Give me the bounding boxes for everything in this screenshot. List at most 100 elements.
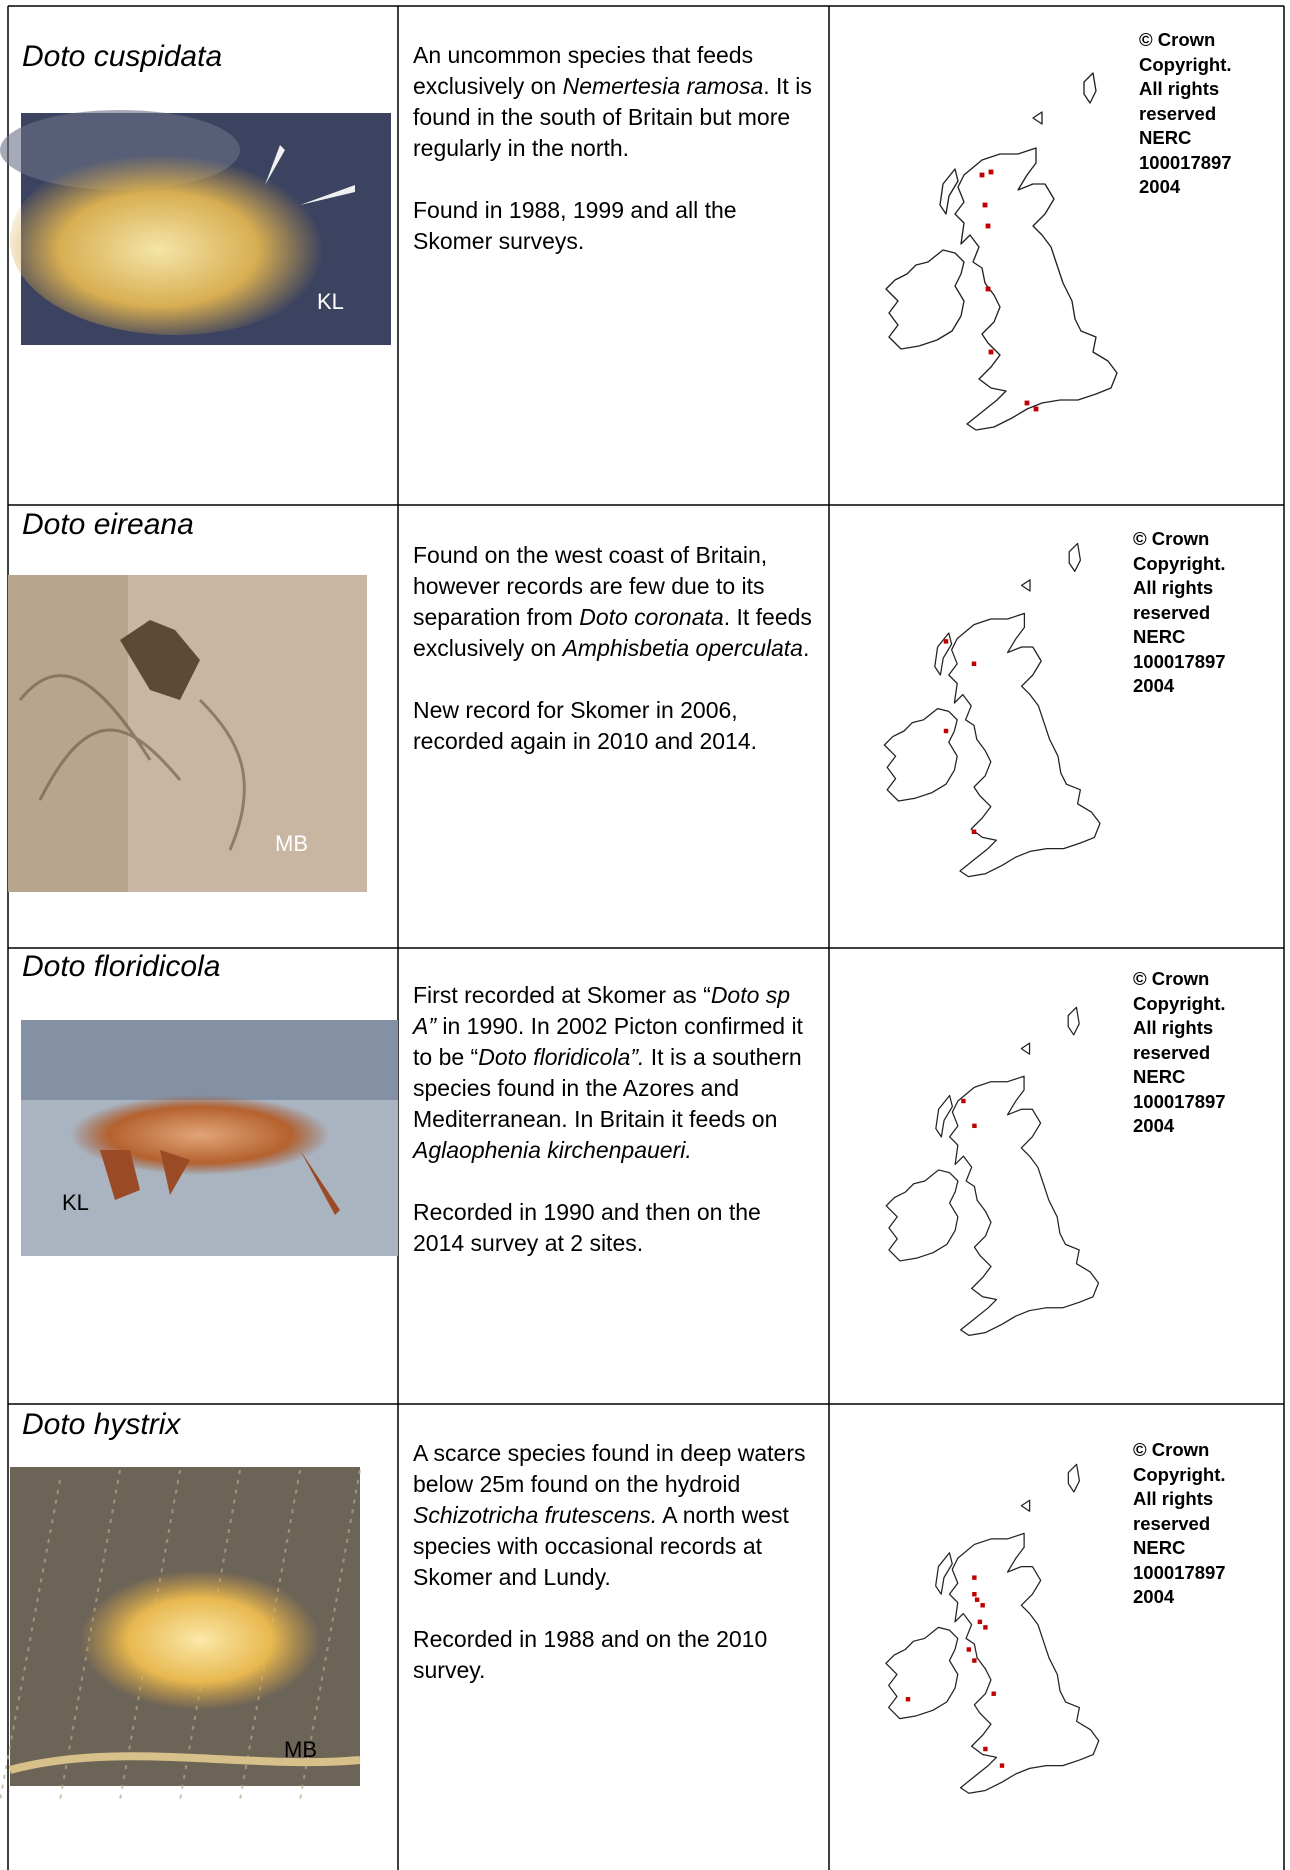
record-dot xyxy=(972,1592,977,1597)
record-dot xyxy=(943,728,949,734)
record-dot xyxy=(961,1098,966,1104)
paragraph: Found on the west coast of Britain, howe… xyxy=(413,540,818,664)
distribution-map xyxy=(885,72,1118,431)
record-dot xyxy=(991,1691,996,1696)
record-dot xyxy=(988,169,994,175)
paragraph: New record for Skomer in 2006, recorded … xyxy=(413,695,818,757)
copyright-line: NERC xyxy=(1133,1066,1186,1087)
copyright-line: All rights xyxy=(1133,1488,1214,1509)
paragraph: Recorded in 1988 and on the 2010 survey. xyxy=(413,1624,818,1686)
photo-credit: KL xyxy=(317,289,344,314)
record-dot xyxy=(972,1575,977,1580)
record-dot xyxy=(971,829,977,835)
copyright-line: © Crown xyxy=(1139,29,1216,50)
record-dot xyxy=(983,1625,988,1630)
text-run: An uncommon species that feeds exclusive… xyxy=(413,42,754,99)
text-run: . It feeds exclusively on xyxy=(413,604,812,661)
distribution-map xyxy=(885,1463,1100,1794)
map-outline xyxy=(885,72,1118,431)
table-borders xyxy=(7,5,1285,1870)
copyright-line: reserved xyxy=(1133,601,1211,623)
text-run: Amphisbetia operculata xyxy=(562,635,803,661)
text-run: A scarce species found in deep waters be… xyxy=(413,1440,806,1497)
description: A scarce species found in deep waters be… xyxy=(413,1438,818,1717)
copyright-line: © Crown xyxy=(1133,968,1210,989)
paragraph: First recorded at Skomer as “Doto sp A” … xyxy=(413,980,818,1166)
record-dot xyxy=(974,1597,980,1602)
text-run: A north west species with occasional rec… xyxy=(413,1502,789,1590)
text-run: Nemertesia ramosa xyxy=(562,73,764,99)
record-dot xyxy=(983,1746,988,1752)
text-run: First recorded at Skomer as “ xyxy=(413,982,711,1008)
copyright-line: Copyright. xyxy=(1139,53,1232,75)
distribution-map xyxy=(883,542,1101,878)
text-run: Aglaophenia kirchenpaueri. xyxy=(413,1137,692,1163)
copyright: © Crown Copyright. All rights reserved NERC 1… xyxy=(1133,967,1226,1139)
record-dot xyxy=(982,202,988,208)
text-run: Doto floridicola”. xyxy=(478,1044,645,1070)
record-dot xyxy=(972,1658,977,1663)
copyright-line: All rights xyxy=(1133,1017,1214,1038)
text-run: Recorded in 1990 and then on the 2014 su… xyxy=(413,1199,761,1256)
paragraph: An uncommon species that feeds exclusive… xyxy=(413,40,818,164)
description: An uncommon species that feeds exclusive… xyxy=(413,40,818,288)
photo-3 xyxy=(21,1020,398,1256)
copyright-line: 100017897 xyxy=(1133,1561,1226,1583)
text-run: Doto sp A” xyxy=(413,982,791,1039)
photo-credit: MB xyxy=(275,831,308,856)
record-dot xyxy=(988,349,994,355)
text-run: New record for Skomer in 2006, recorded … xyxy=(413,697,758,754)
copyright-line: reserved xyxy=(1139,102,1217,124)
copyright-line: NERC xyxy=(1139,127,1192,148)
photo-2 xyxy=(8,575,367,892)
text-run: Found on the west coast of Britain, howe… xyxy=(413,542,768,630)
record-dot xyxy=(1024,400,1030,406)
species-name: Doto cuspidata xyxy=(22,40,223,73)
text-run: in 1990. In 2002 Picton confirmed it to … xyxy=(413,1013,803,1070)
record-dot xyxy=(985,223,991,229)
distribution-map xyxy=(885,1006,1100,1336)
species-name: Doto hystrix xyxy=(22,1408,181,1441)
photo-4 xyxy=(0,1467,361,1801)
record-dot xyxy=(943,639,949,644)
paragraph: A scarce species found in deep waters be… xyxy=(413,1438,818,1593)
copyright-line: 100017897 xyxy=(1133,650,1226,672)
map-outline xyxy=(883,542,1101,878)
copyright-line: reserved xyxy=(1133,1041,1211,1063)
species-name: Doto eireana xyxy=(22,508,194,541)
photo-credit: MB xyxy=(284,1737,317,1762)
record-dot xyxy=(971,661,977,667)
description: Found on the west coast of Britain, howe… xyxy=(413,540,818,788)
description: First recorded at Skomer as “Doto sp A” … xyxy=(413,980,818,1290)
record-dot xyxy=(980,1603,985,1608)
copyright-line: Copyright. xyxy=(1133,1463,1226,1485)
record-dot xyxy=(966,1647,972,1652)
text-run: Schizotricha frutescens. xyxy=(413,1502,658,1528)
map-outline xyxy=(885,1006,1100,1336)
photo-credit: KL xyxy=(62,1190,89,1215)
map-outline xyxy=(885,1463,1100,1794)
copyright-line: All rights xyxy=(1139,78,1220,99)
record-dot xyxy=(979,172,985,178)
text-run: . xyxy=(802,635,810,661)
text-run: Found in 1988, 1999 and all the Skomer s… xyxy=(413,197,737,254)
paragraph: Found in 1988, 1999 and all the Skomer s… xyxy=(413,195,818,257)
record-dot xyxy=(999,1763,1005,1768)
copyright-line: © Crown xyxy=(1133,1439,1210,1460)
copyright-line: Copyright. xyxy=(1133,992,1226,1014)
copyright-line: 2004 xyxy=(1133,675,1175,696)
copyright-line: 2004 xyxy=(1139,176,1181,197)
photo-1 xyxy=(0,110,391,345)
text-run: It is a southern species found in the Az… xyxy=(413,1044,802,1132)
text-run: Doto coronata xyxy=(579,604,724,630)
paragraph: Recorded in 1990 and then on the 2014 su… xyxy=(413,1197,818,1259)
record-dot xyxy=(977,1619,983,1625)
text-run: Recorded in 1988 and on the 2010 survey. xyxy=(413,1626,768,1683)
copyright: © Crown Copyright. All rights reserved NERC 1… xyxy=(1133,1438,1226,1610)
copyright-line: 100017897 xyxy=(1133,1090,1226,1112)
copyright: © Crown Copyright. All rights reserved NERC 1… xyxy=(1139,28,1232,200)
text-run: . It is found in the south of Britain bu… xyxy=(413,73,812,161)
copyright-line: reserved xyxy=(1133,1512,1211,1534)
